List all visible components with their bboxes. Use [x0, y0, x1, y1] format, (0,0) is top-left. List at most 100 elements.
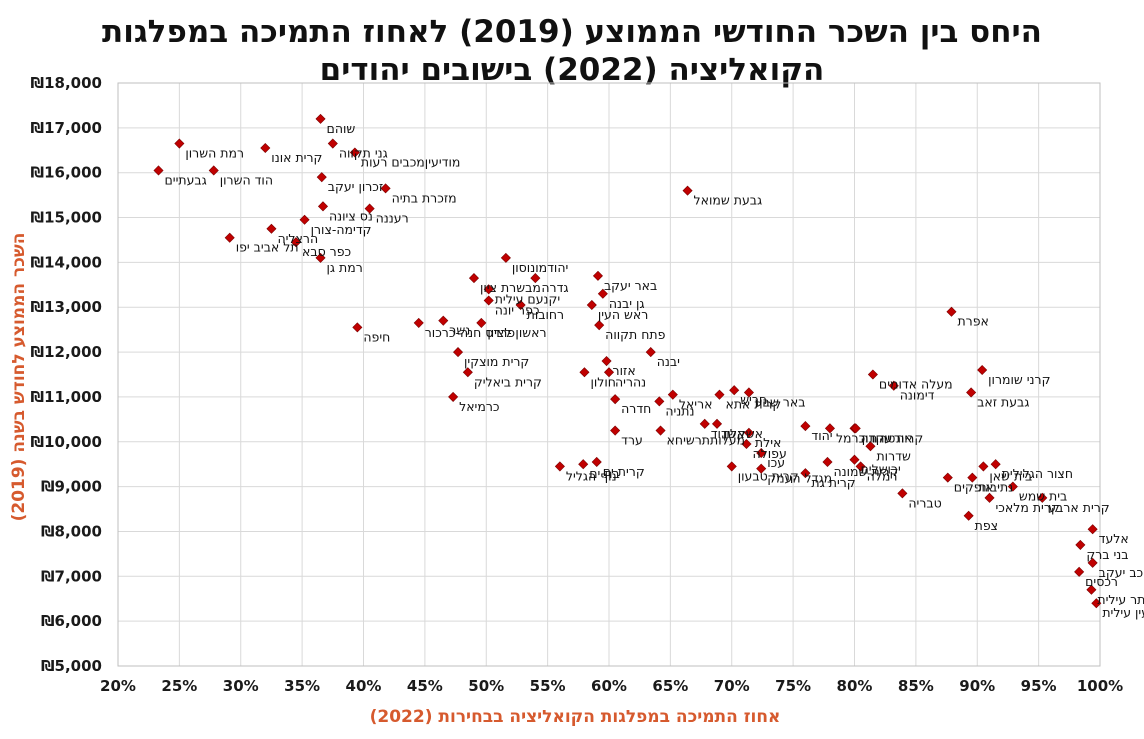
data-point-label: קרית גת: [811, 475, 855, 490]
x-tick-label: 40%: [346, 677, 382, 695]
data-point: [645, 347, 656, 358]
data-point-label: קרית ים: [603, 464, 645, 479]
y-tick-label: ₪5,000: [41, 657, 102, 675]
data-point: [290, 237, 302, 248]
data-point: [963, 510, 974, 521]
data-point-label: אלעד: [1099, 531, 1129, 546]
data-point-label: נתניה: [665, 403, 694, 418]
data-point: [603, 367, 615, 378]
data-point: [153, 165, 164, 176]
data-point: [729, 385, 740, 396]
x-axis-title: אחוז התמיכה במפלגות הקואליציה בבחירות (2…: [370, 707, 781, 727]
data-point-label: נהריה: [615, 374, 646, 389]
data-point-label: חריש: [740, 392, 767, 407]
data-point-label: פרדס חנה-כרכור: [425, 325, 516, 340]
data-point: [578, 459, 589, 470]
x-tick-label: 35%: [284, 677, 320, 695]
data-point-label: קרית ארבע: [1048, 500, 1109, 515]
y-tick-label: ₪13,000: [31, 298, 102, 316]
data-point: [682, 185, 693, 196]
data-point-label: גבעת זאב: [977, 394, 1029, 409]
data-point-label: כרמיאל: [459, 399, 499, 414]
axis-ticks: ₪5,000 ₪6,000 ₪7,000 ₪8,000 ₪9,000 ₪10,000 ₪11…: [31, 74, 1124, 695]
data-point: [865, 441, 876, 452]
data-point: [726, 461, 737, 472]
data-point-label: אופקים: [954, 480, 994, 495]
x-tick-label: 55%: [530, 677, 566, 695]
data-point: [448, 391, 459, 402]
data-point: [800, 421, 811, 432]
data-point: [741, 438, 752, 450]
data-point-label: ראש העין: [598, 307, 648, 322]
data-point: [1087, 557, 1098, 568]
data-point: [977, 364, 988, 376]
data-point-label: בת ים: [589, 466, 620, 481]
data-point-label: ירושלים: [861, 462, 901, 477]
x-tick-label: 20%: [100, 677, 136, 695]
data-point: [317, 201, 329, 212]
data-point: [946, 306, 957, 317]
x-tick-label: 75%: [775, 677, 811, 695]
data-point: [586, 299, 597, 311]
x-tick-label: 90%: [959, 677, 995, 695]
data-point-label: נתיבות: [978, 480, 1013, 495]
data-points: [153, 113, 1102, 609]
data-point: [413, 317, 424, 328]
data-point-label: ביתר עילית: [1097, 592, 1144, 607]
data-point: [530, 273, 541, 284]
data-point: [610, 394, 621, 405]
data-point: [364, 203, 375, 214]
data-point: [655, 425, 666, 436]
data-point-label: בית שאן: [989, 468, 1032, 483]
data-point-label: אשקלון: [723, 426, 763, 441]
data-point-label: יהודמונוסון: [512, 260, 568, 275]
data-point-label: רחובות: [527, 307, 564, 322]
data-point-label: עכו: [767, 455, 785, 470]
data-point: [327, 138, 338, 149]
data-point: [1086, 584, 1097, 595]
data-point: [714, 389, 725, 400]
data-point: [315, 113, 326, 124]
data-point: [942, 472, 953, 483]
x-tick-label: 95%: [1021, 677, 1057, 695]
data-point-label: נוף הגליל: [566, 468, 617, 483]
data-point: [888, 380, 899, 391]
data-point-label: שוהם: [327, 121, 356, 136]
data-point: [610, 425, 621, 436]
data-point-label: קרני שומרון: [988, 372, 1050, 387]
data-point-label: דימונה: [900, 388, 935, 403]
data-point-label: אשדוד: [711, 426, 745, 441]
data-point: [299, 214, 310, 225]
data-point: [743, 427, 754, 438]
y-tick-label: ₪15,000: [31, 209, 102, 227]
x-tick-label: 80%: [837, 677, 873, 695]
data-point-label: גן יבנה: [609, 296, 645, 311]
data-point: [984, 492, 995, 503]
data-point: [1074, 566, 1085, 577]
x-tick-label: 50%: [468, 677, 504, 695]
data-point-label: מבשרת ציון: [480, 280, 541, 295]
chart-title-line-2: הקואליציה (2022) בישובים יהודים: [320, 52, 825, 88]
data-point-label: רמת גן: [327, 260, 363, 275]
data-point: [349, 147, 360, 158]
data-point-label: קרית טבעון: [738, 468, 799, 483]
data-point: [756, 463, 767, 474]
data-point: [260, 143, 271, 154]
x-tick-label: 70%: [714, 677, 750, 695]
chart-title-line-1: היחס בין השכר החודשי הממוצע (2019) לאחוז…: [102, 14, 1042, 50]
data-point-label: חיפה: [363, 329, 390, 344]
data-labels: שוהם רמת השרון קרית אונו גני תקווהמודיעיןמכ…: [165, 121, 1144, 620]
x-tick-label: 30%: [223, 677, 259, 695]
x-tick-label: 45%: [407, 677, 443, 695]
data-point: [316, 172, 327, 183]
x-tick-label: 60%: [591, 677, 627, 695]
y-axis-title: השכר הממוצע לחודש בשנה (2019): [9, 233, 29, 522]
data-point-label: קרית מלאכי: [996, 500, 1060, 515]
y-tick-label: ₪14,000: [31, 253, 102, 271]
data-point: [208, 165, 219, 176]
data-point-label: טירת כרמל: [836, 430, 895, 445]
y-tick-label: ₪11,000: [31, 388, 102, 406]
data-point: [966, 387, 977, 398]
data-point: [594, 320, 605, 331]
data-point-label: רמלה: [867, 468, 898, 483]
